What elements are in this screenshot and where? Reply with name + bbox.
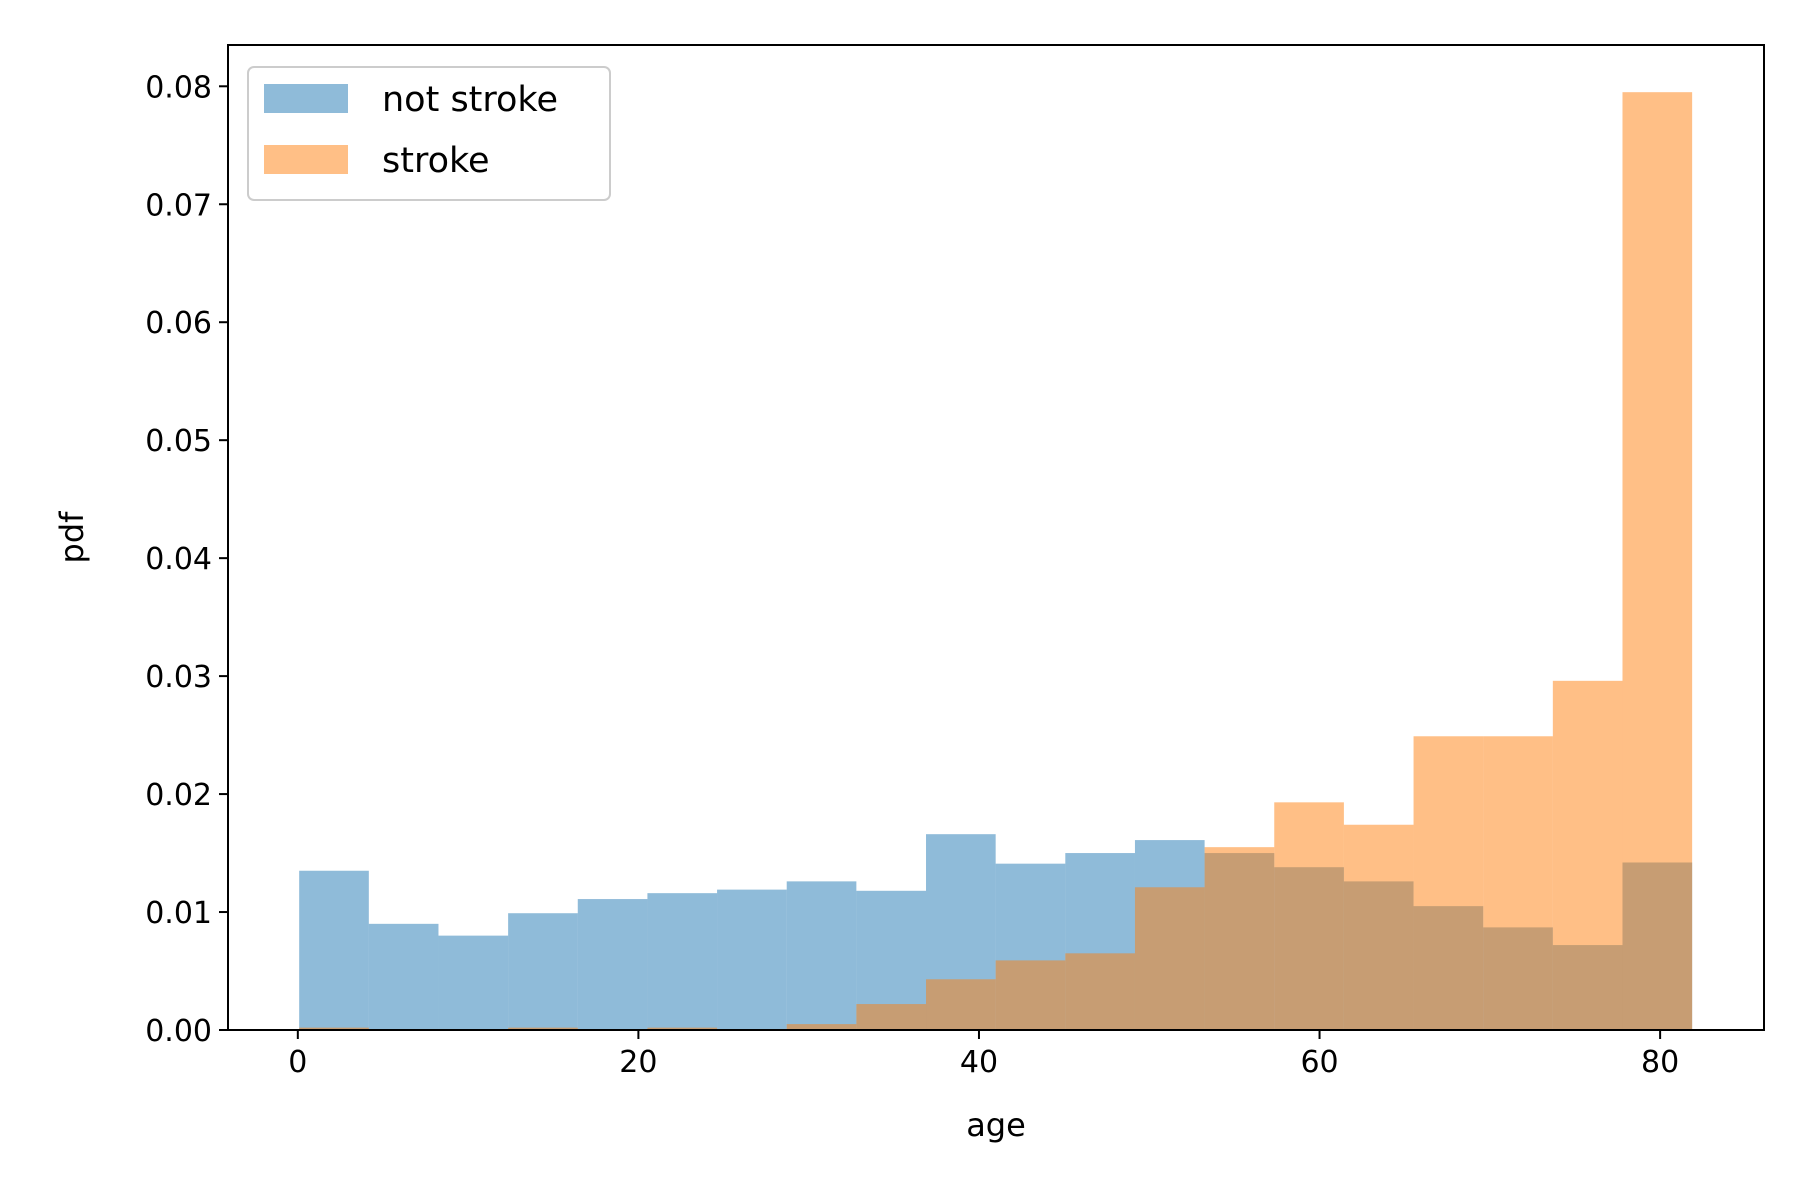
bar-stroke-3 — [508, 1027, 578, 1030]
bar-stroke-17 — [1483, 736, 1553, 1030]
y-tick-label: 0.00 — [145, 1014, 212, 1049]
bar-stroke-16 — [1413, 736, 1484, 1030]
bar-stroke-5 — [647, 1027, 718, 1030]
bar-stroke-13 — [1204, 847, 1275, 1030]
bar-stroke-7 — [786, 1024, 857, 1030]
bar-stroke-19 — [1622, 92, 1693, 1031]
bar-stroke-9 — [926, 979, 996, 1030]
series-stroke — [299, 92, 1693, 1031]
x-tick-label: 80 — [1641, 1045, 1679, 1080]
x-tick-label: 20 — [619, 1045, 657, 1080]
plot-area-frame — [227, 44, 1765, 1031]
y-tick-label: 0.07 — [145, 188, 212, 223]
legend-swatch — [264, 84, 348, 113]
bar-not-stroke-1 — [368, 923, 439, 1030]
y-tick-label: 0.01 — [145, 896, 212, 931]
y-tick-label: 0.04 — [145, 542, 212, 577]
bar-not-stroke-3 — [508, 913, 578, 1030]
bar-not-stroke-2 — [438, 935, 509, 1030]
bar-stroke-18 — [1552, 680, 1623, 1030]
legend-label: not stroke — [382, 80, 558, 120]
x-tick-label: 0 — [288, 1045, 307, 1080]
bars-layer — [299, 92, 1693, 1031]
bar-stroke-11 — [1065, 953, 1135, 1030]
bar-not-stroke-7 — [786, 881, 857, 1030]
bar-not-stroke-4 — [577, 899, 648, 1030]
bar-not-stroke-5 — [647, 893, 718, 1030]
bar-stroke-12 — [1134, 887, 1205, 1030]
bar-stroke-0 — [299, 1027, 369, 1030]
y-tick-label: 0.02 — [145, 778, 212, 813]
bar-stroke-8 — [856, 1004, 927, 1030]
legend-swatch — [264, 145, 348, 174]
x-tick-label: 40 — [960, 1045, 998, 1080]
y-axis-ticks: 0.00 0.01 0.02 0.03 0.04 0.05 0.06 0.07 0.08 — [145, 70, 228, 1049]
y-tick-label: 0.08 — [145, 70, 212, 105]
y-tick-label: 0.03 — [145, 660, 212, 695]
legend-label: stroke — [382, 141, 490, 181]
bar-not-stroke-0 — [299, 870, 369, 1030]
x-axis-ticks: 0 20 40 60 80 — [288, 1030, 1679, 1080]
bar-stroke-14 — [1274, 802, 1344, 1030]
bar-stroke-15 — [1343, 824, 1414, 1030]
y-tick-label: 0.05 — [145, 424, 212, 459]
x-tick-label: 60 — [1300, 1045, 1338, 1080]
y-axis-label: pdf — [53, 511, 91, 564]
legend: not stroke stroke — [247, 66, 611, 201]
x-axis-label: age — [966, 1106, 1026, 1144]
bar-not-stroke-6 — [717, 889, 787, 1030]
y-tick-label: 0.06 — [145, 306, 212, 341]
bar-stroke-10 — [995, 960, 1066, 1030]
